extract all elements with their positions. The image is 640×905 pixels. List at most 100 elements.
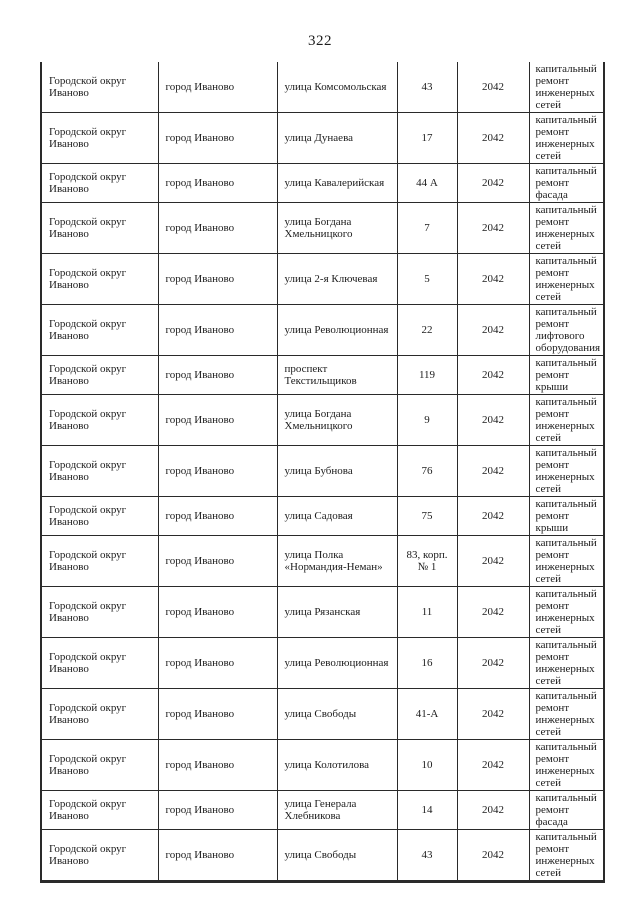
- cell-municipality: Городской округ Иваново: [40, 790, 159, 830]
- cell-street: улица Кавалерийская: [276, 163, 398, 203]
- cell-work: капитальный ремонт инженерных сетей: [528, 739, 605, 791]
- cell-city: город Иваново: [157, 496, 278, 536]
- cell-work: капитальный ремонт инженерных сетей: [528, 637, 605, 689]
- cell-city: город Иваново: [157, 790, 278, 830]
- cell-work: капитальный ремонт инженерных сетей: [528, 445, 605, 497]
- cell-house: 83, корп. № 1: [396, 535, 458, 587]
- cell-street: улица Полка «Нормандия-Неман»: [276, 535, 398, 587]
- cell-city: город Иваново: [157, 688, 278, 740]
- cell-year: 2042: [456, 688, 530, 740]
- cell-municipality: Городской округ Иваново: [40, 496, 159, 536]
- cell-house: 76: [396, 445, 458, 497]
- cell-house: 17: [396, 112, 458, 164]
- cell-street: улица Бубнова: [276, 445, 398, 497]
- table-row: Городской округ Иваново город Иваново улиц…: [40, 688, 605, 740]
- cell-street: улица Свободы: [276, 688, 398, 740]
- cell-municipality: Городской округ Иваново: [40, 829, 159, 882]
- cell-house: 119: [396, 355, 458, 395]
- cell-street: улица Комсомольская: [276, 62, 398, 113]
- cell-house: 14: [396, 790, 458, 830]
- cell-municipality: Городской округ Иваново: [40, 535, 159, 587]
- table-row: Городской округ Иваново город Иваново улиц…: [40, 304, 605, 356]
- cell-year: 2042: [456, 394, 530, 446]
- cell-municipality: Городской округ Иваново: [40, 163, 159, 203]
- table-row: Городской округ Иваново город Иваново улиц…: [40, 202, 605, 254]
- cell-house: 22: [396, 304, 458, 356]
- cell-year: 2042: [456, 829, 530, 882]
- cell-house: 10: [396, 739, 458, 791]
- cell-street: улица Свободы: [276, 829, 398, 882]
- table-row: Городской округ Иваново город Иваново улиц…: [40, 163, 605, 203]
- cell-year: 2042: [456, 163, 530, 203]
- cell-house: 9: [396, 394, 458, 446]
- cell-municipality: Городской округ Иваново: [40, 586, 159, 638]
- page-number: 322: [308, 33, 332, 49]
- cell-year: 2042: [456, 637, 530, 689]
- cell-work: капитальный ремонт инженерных сетей: [528, 688, 605, 740]
- cell-street: улица Садовая: [276, 496, 398, 536]
- cell-year: 2042: [456, 112, 530, 164]
- cell-city: город Иваново: [157, 355, 278, 395]
- cell-work: капитальный ремонт лифтового оборудовани…: [528, 304, 605, 356]
- cell-year: 2042: [456, 202, 530, 254]
- cell-municipality: Городской округ Иваново: [40, 355, 159, 395]
- cell-city: город Иваново: [157, 586, 278, 638]
- cell-work: капитальный ремонт инженерных сетей: [528, 535, 605, 587]
- cell-year: 2042: [456, 739, 530, 791]
- table-row: Городской округ Иваново город Иваново улиц…: [40, 253, 605, 305]
- cell-city: город Иваново: [157, 394, 278, 446]
- cell-work: капитальный ремонт инженерных сетей: [528, 394, 605, 446]
- cell-municipality: Городской округ Иваново: [40, 445, 159, 497]
- cell-municipality: Городской округ Иваново: [40, 253, 159, 305]
- table-row: Городской округ Иваново город Иваново прос…: [40, 355, 605, 395]
- cell-municipality: Городской округ Иваново: [40, 202, 159, 254]
- cell-work: капитальный ремонт инженерных сетей: [528, 202, 605, 254]
- cell-year: 2042: [456, 586, 530, 638]
- cell-work: капитальный ремонт инженерных сетей: [528, 253, 605, 305]
- cell-city: город Иваново: [157, 253, 278, 305]
- cell-house: 5: [396, 253, 458, 305]
- cell-year: 2042: [456, 253, 530, 305]
- cell-city: город Иваново: [157, 829, 278, 882]
- cell-city: город Иваново: [157, 637, 278, 689]
- cell-work: капитальный ремонт фасада: [528, 790, 605, 830]
- table-row: Городской округ Иваново город Иваново улиц…: [40, 586, 605, 638]
- repairs-table: Городской округ Иваново город Иваново улиц…: [40, 62, 605, 883]
- table-row: Городской округ Иваново город Иваново улиц…: [40, 739, 605, 791]
- cell-house: 41-А: [396, 688, 458, 740]
- cell-work: капитальный ремонт инженерных сетей: [528, 829, 605, 882]
- cell-city: город Иваново: [157, 445, 278, 497]
- cell-street: улица Рязанская: [276, 586, 398, 638]
- cell-city: город Иваново: [157, 304, 278, 356]
- cell-house: 44 А: [396, 163, 458, 203]
- cell-city: город Иваново: [157, 202, 278, 254]
- cell-house: 16: [396, 637, 458, 689]
- cell-year: 2042: [456, 535, 530, 587]
- cell-street: улица Богдана Хмельницкого: [276, 202, 398, 254]
- cell-street: улица Колотилова: [276, 739, 398, 791]
- cell-work: капитальный ремонт инженерных сетей: [528, 112, 605, 164]
- cell-city: город Иваново: [157, 112, 278, 164]
- cell-year: 2042: [456, 304, 530, 356]
- cell-street: улица Революционная: [276, 304, 398, 356]
- cell-street: проспект Текстильщиков: [276, 355, 398, 395]
- table-body: Городской округ Иваново город Иваново улиц…: [40, 62, 605, 882]
- cell-municipality: Городской округ Иваново: [40, 637, 159, 689]
- table-row: Городской округ Иваново город Иваново улиц…: [40, 637, 605, 689]
- cell-house: 11: [396, 586, 458, 638]
- table-row: Городской округ Иваново город Иваново улиц…: [40, 445, 605, 497]
- cell-work: капитальный ремонт инженерных сетей: [528, 586, 605, 638]
- cell-house: 43: [396, 62, 458, 113]
- cell-city: город Иваново: [157, 163, 278, 203]
- cell-municipality: Городской округ Иваново: [40, 394, 159, 446]
- cell-year: 2042: [456, 62, 530, 113]
- cell-work: капитальный ремонт крыши: [528, 496, 605, 536]
- cell-year: 2042: [456, 790, 530, 830]
- cell-municipality: Городской округ Иваново: [40, 739, 159, 791]
- table-row: Городской округ Иваново город Иваново улиц…: [40, 496, 605, 536]
- cell-year: 2042: [456, 496, 530, 536]
- cell-street: улица Генерала Хлебникова: [276, 790, 398, 830]
- table-row: Городской округ Иваново город Иваново улиц…: [40, 829, 605, 882]
- cell-house: 43: [396, 829, 458, 882]
- cell-house: 7: [396, 202, 458, 254]
